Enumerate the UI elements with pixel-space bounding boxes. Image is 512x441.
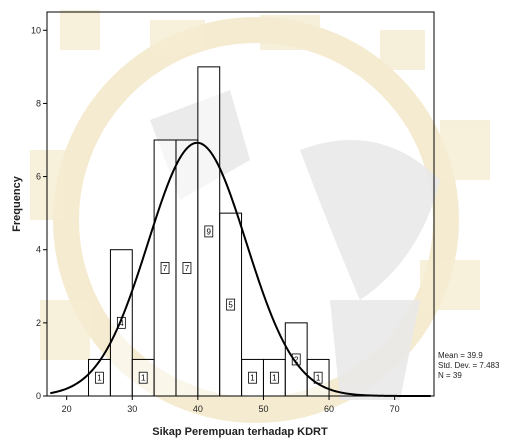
bar-count-label: 1 bbox=[141, 374, 146, 383]
x-tick-label: 50 bbox=[258, 404, 268, 414]
bar-count-label: 9 bbox=[207, 227, 212, 236]
y-tick-label: 4 bbox=[36, 245, 41, 255]
bar-count-label: 4 bbox=[119, 319, 124, 328]
bar-count-label-box bbox=[160, 262, 170, 274]
x-tick-label: 30 bbox=[127, 404, 137, 414]
stat-mean: Mean = 39.9 bbox=[438, 351, 483, 360]
y-tick-label: 0 bbox=[36, 391, 41, 401]
y-tick-label: 8 bbox=[36, 98, 41, 108]
bar-count-label-box bbox=[182, 262, 192, 274]
stat-std-dev: Std. Dev. = 7.483 bbox=[438, 361, 500, 370]
x-axis-title: Sikap Perempuan terhadap KDRT bbox=[152, 426, 328, 438]
bar-count-label: 7 bbox=[163, 264, 168, 273]
x-tick-label: 20 bbox=[62, 404, 72, 414]
bar-count-label: 1 bbox=[316, 374, 321, 383]
bar-count-label-box bbox=[138, 371, 148, 384]
bar-count-label: 1 bbox=[250, 374, 255, 383]
bar-count-label-box bbox=[226, 298, 236, 311]
bar-count-label-box bbox=[248, 371, 257, 384]
bar-count-label-box bbox=[269, 371, 279, 384]
x-tick-label: 60 bbox=[324, 404, 334, 414]
bar-count-label-box bbox=[95, 371, 104, 384]
bar-count-label: 5 bbox=[228, 301, 233, 310]
x-tick-label: 70 bbox=[390, 404, 400, 414]
statistics-legend: Mean = 39.9 Std. Dev. = 7.483 N = 39 bbox=[438, 351, 499, 381]
y-tick-label: 6 bbox=[36, 172, 41, 182]
y-axis-title: Frequency bbox=[11, 175, 23, 232]
x-tick-label: 40 bbox=[193, 404, 203, 414]
bar-count-label: 1 bbox=[97, 374, 102, 383]
normal-curve bbox=[50, 141, 431, 397]
bar-count-label: 1 bbox=[272, 374, 277, 383]
bar-count-label-box bbox=[291, 353, 301, 366]
bar-count-label: 2 bbox=[294, 355, 299, 364]
stat-n: N = 39 bbox=[438, 371, 462, 380]
y-tick-label: 10 bbox=[31, 25, 41, 35]
y-tick-label: 2 bbox=[36, 318, 41, 328]
bar-count-label: 7 bbox=[185, 264, 190, 273]
bar-count-label-box bbox=[204, 225, 214, 238]
